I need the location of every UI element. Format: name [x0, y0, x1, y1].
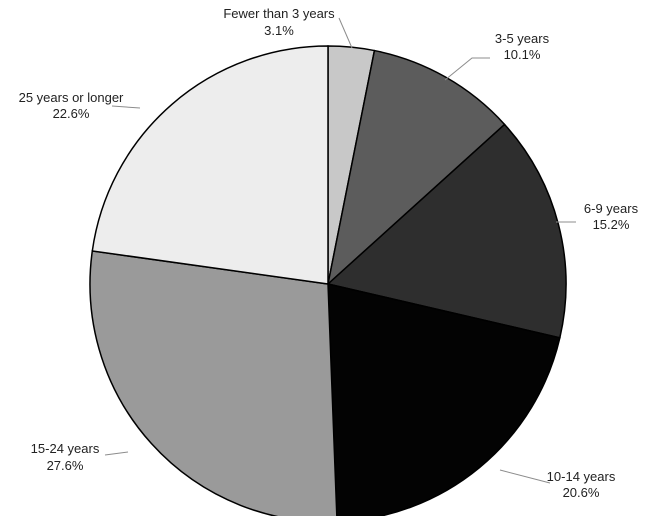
pie-slice-2	[326, 49, 506, 287]
slice-value-label-3: 15.2%	[593, 217, 630, 232]
slice-value-label-4: 20.6%	[563, 485, 600, 500]
slice-value-label-6: 22.6%	[53, 106, 90, 121]
leader-line-6	[111, 105, 141, 109]
slice-category-label-2: 3-5 years	[495, 31, 550, 46]
leader-line-2	[444, 57, 490, 81]
leader-lines	[104, 17, 576, 484]
slice-value-label-5: 27.6%	[47, 458, 84, 473]
pie-slice-4	[327, 283, 561, 516]
leader-line-4	[499, 469, 551, 484]
pie-slice-3	[326, 123, 567, 339]
slice-value-label-1: 3.1%	[264, 23, 294, 38]
leader-line-1	[338, 17, 353, 49]
slice-category-label-5: 15-24 years	[31, 441, 100, 456]
leader-line-5	[104, 451, 129, 456]
pie-slices	[89, 45, 567, 516]
slice-category-label-1: Fewer than 3 years	[223, 6, 335, 21]
slice-value-label-2: 10.1%	[504, 47, 541, 62]
slice-category-label-6: 25 years or longer	[19, 90, 124, 105]
slice-category-label-4: 10-14 years	[547, 469, 616, 484]
pie-slice-5	[89, 250, 338, 516]
pie-slice-6	[91, 45, 329, 285]
slice-category-label-3: 6-9 years	[584, 201, 639, 216]
